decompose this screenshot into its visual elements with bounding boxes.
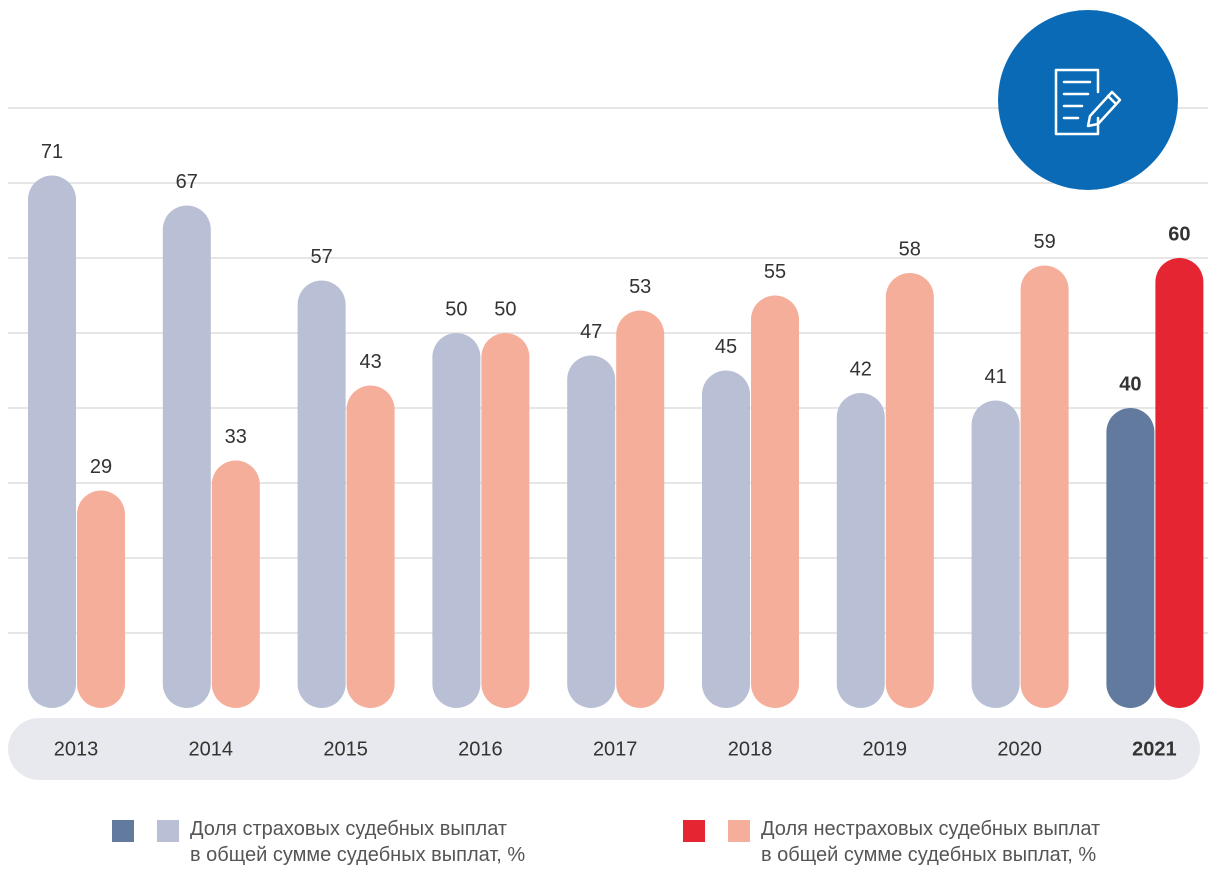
legend-swatch (728, 820, 750, 842)
x-tick-label: 2016 (458, 738, 503, 760)
value-label: 58 (899, 238, 921, 260)
value-label: 53 (629, 276, 651, 298)
x-tick-label: 2021 (1132, 738, 1177, 760)
bar (481, 333, 530, 709)
value-label: 71 (41, 141, 63, 163)
x-tick-label: 2020 (997, 738, 1042, 760)
bar (567, 355, 616, 708)
value-label: 41 (984, 366, 1006, 388)
bar (702, 370, 750, 708)
bar (1155, 258, 1204, 708)
x-tick-label: 2013 (54, 738, 99, 760)
bar (77, 490, 125, 708)
value-label: 55 (764, 261, 786, 283)
legend-label: Доля страховых судебных выплат в общей с… (190, 818, 526, 866)
value-label: 50 (445, 298, 467, 320)
bar (432, 333, 481, 708)
value-label: 47 (580, 321, 602, 343)
value-label: 57 (310, 246, 332, 268)
bar (836, 393, 885, 708)
legend-swatch (683, 820, 705, 842)
value-label: 29 (90, 456, 112, 478)
bar (1106, 408, 1155, 708)
x-tick-label: 2015 (323, 738, 368, 760)
value-label: 45 (715, 336, 737, 358)
x-axis-band (8, 718, 1200, 780)
value-label: 43 (359, 351, 381, 373)
value-label: 33 (225, 426, 247, 448)
value-label: 59 (1033, 231, 1055, 253)
bar (1020, 265, 1069, 708)
x-tick-label: 2014 (189, 738, 234, 760)
icon (998, 10, 1178, 190)
bar (28, 175, 76, 708)
value-label: 60 (1168, 223, 1190, 245)
value-label: 40 (1119, 373, 1141, 395)
bar (751, 295, 799, 708)
bar (297, 280, 346, 708)
bar (616, 310, 665, 708)
value-label: 42 (850, 358, 872, 380)
legend-swatch (112, 820, 134, 842)
legend-label: Доля нестраховых судебных выплат в общей… (761, 818, 1101, 866)
bar (971, 400, 1020, 708)
bar (162, 205, 211, 708)
value-label: 50 (494, 298, 516, 320)
legend-swatch (157, 820, 179, 842)
x-tick-label: 2019 (863, 738, 908, 760)
x-tick-label: 2018 (728, 738, 773, 760)
bar (885, 273, 934, 708)
bar (211, 460, 260, 708)
bar (346, 385, 395, 708)
x-tick-label: 2017 (593, 738, 638, 760)
value-label: 67 (176, 171, 198, 193)
